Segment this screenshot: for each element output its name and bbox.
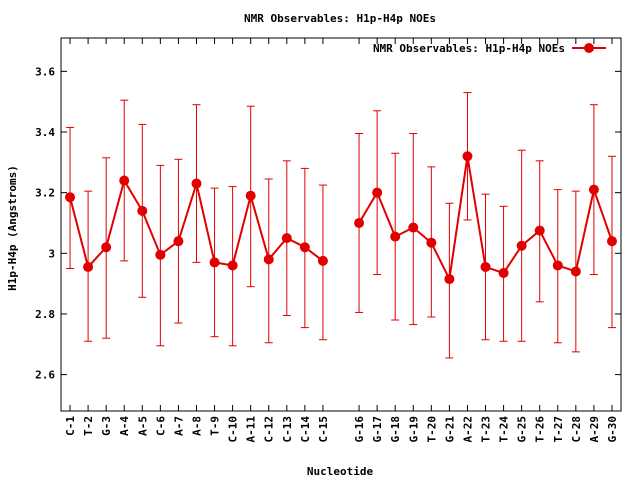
x-axis-label: Nucleotide [307, 465, 374, 478]
data-point [606, 236, 617, 247]
x-tick-label: C-13 [281, 416, 294, 443]
x-tick-label: G-19 [407, 416, 420, 443]
data-point [209, 257, 220, 268]
data-point [263, 254, 274, 265]
data-point [65, 192, 76, 203]
x-tick-label: T-20 [425, 416, 438, 443]
x-tick-label: A-4 [118, 416, 131, 436]
data-point [498, 268, 509, 279]
x-tick-label: G-17 [371, 416, 384, 443]
legend: NMR Observables: H1p-H4p NOEs [373, 42, 606, 55]
data-point [462, 151, 473, 162]
data-point [119, 175, 130, 186]
x-tick-label: A-8 [190, 416, 203, 436]
data-point [155, 249, 166, 260]
x-tick-label: G-30 [606, 416, 619, 443]
data-point [372, 187, 383, 198]
x-tick-label: T-26 [534, 416, 547, 443]
y-tick-label: 2.8 [35, 308, 55, 321]
data-point [516, 240, 527, 251]
data-point [570, 266, 581, 277]
y-tick-label: 2.6 [35, 369, 55, 382]
data-point [137, 205, 148, 216]
x-tick-label: C-15 [317, 416, 330, 443]
data-point [480, 261, 491, 272]
plot-frame [60, 37, 622, 412]
chart-title: NMR Observables: H1p-H4p NOEs [244, 12, 436, 25]
x-tick-label: T-9 [209, 416, 222, 436]
y-tick-label: 3.2 [35, 187, 55, 200]
x-tick-label: C-28 [570, 416, 583, 443]
data-point [354, 217, 365, 228]
data-point [281, 233, 292, 244]
data-point [227, 260, 238, 271]
data-point [588, 184, 599, 195]
data-point [299, 242, 310, 253]
x-tick-label: T-2 [82, 416, 95, 436]
x-tick-label: C-6 [154, 416, 167, 436]
x-tick-label: G-21 [443, 416, 456, 443]
data-point [245, 190, 256, 201]
x-tick-label: G-25 [516, 416, 529, 443]
data-point [83, 261, 94, 272]
data-point [191, 178, 202, 189]
x-tick-label: C-10 [227, 416, 240, 443]
axes: 2.6 2.8 3 3.2 3.4 3.6 C-1 T-2 G-3 A-4 A-5 C-6 A-7 A-8… [35, 37, 622, 443]
x-tick-label: G-3 [100, 416, 113, 436]
x-tick-label: A-7 [172, 416, 185, 436]
x-tick-label: T-24 [498, 416, 511, 443]
y-axis-label: H1p-H4p (Angstroms) [6, 165, 19, 291]
data-point [408, 222, 419, 233]
y-tick-label: 3.4 [35, 126, 55, 139]
data-point [173, 236, 184, 247]
data-point [317, 255, 328, 266]
y-tick-label: 3.6 [35, 65, 55, 78]
x-tick-label: A-11 [245, 416, 258, 443]
data-point [552, 260, 563, 271]
data-point [426, 237, 437, 248]
legend-label: NMR Observables: H1p-H4p NOEs [373, 42, 565, 55]
x-tick-label: C-12 [263, 416, 276, 443]
x-tick-label: A-22 [461, 416, 474, 443]
data-point [101, 242, 112, 253]
x-tick-label: G-16 [353, 416, 366, 443]
x-tick-label: C-1 [64, 416, 77, 436]
data-point [534, 225, 545, 236]
x-tick-label: C-14 [299, 416, 312, 443]
data-point [444, 274, 455, 285]
data-point [390, 231, 401, 242]
data-marks [65, 92, 617, 359]
y-tick-label: 3 [48, 247, 55, 260]
legend-marker [584, 43, 594, 53]
x-tick-label: T-23 [480, 416, 493, 443]
x-tick-label: G-18 [389, 416, 402, 443]
x-tick-label: T-27 [552, 416, 565, 443]
x-tick-label: A-29 [588, 416, 601, 443]
x-tick-label: A-5 [136, 416, 149, 436]
